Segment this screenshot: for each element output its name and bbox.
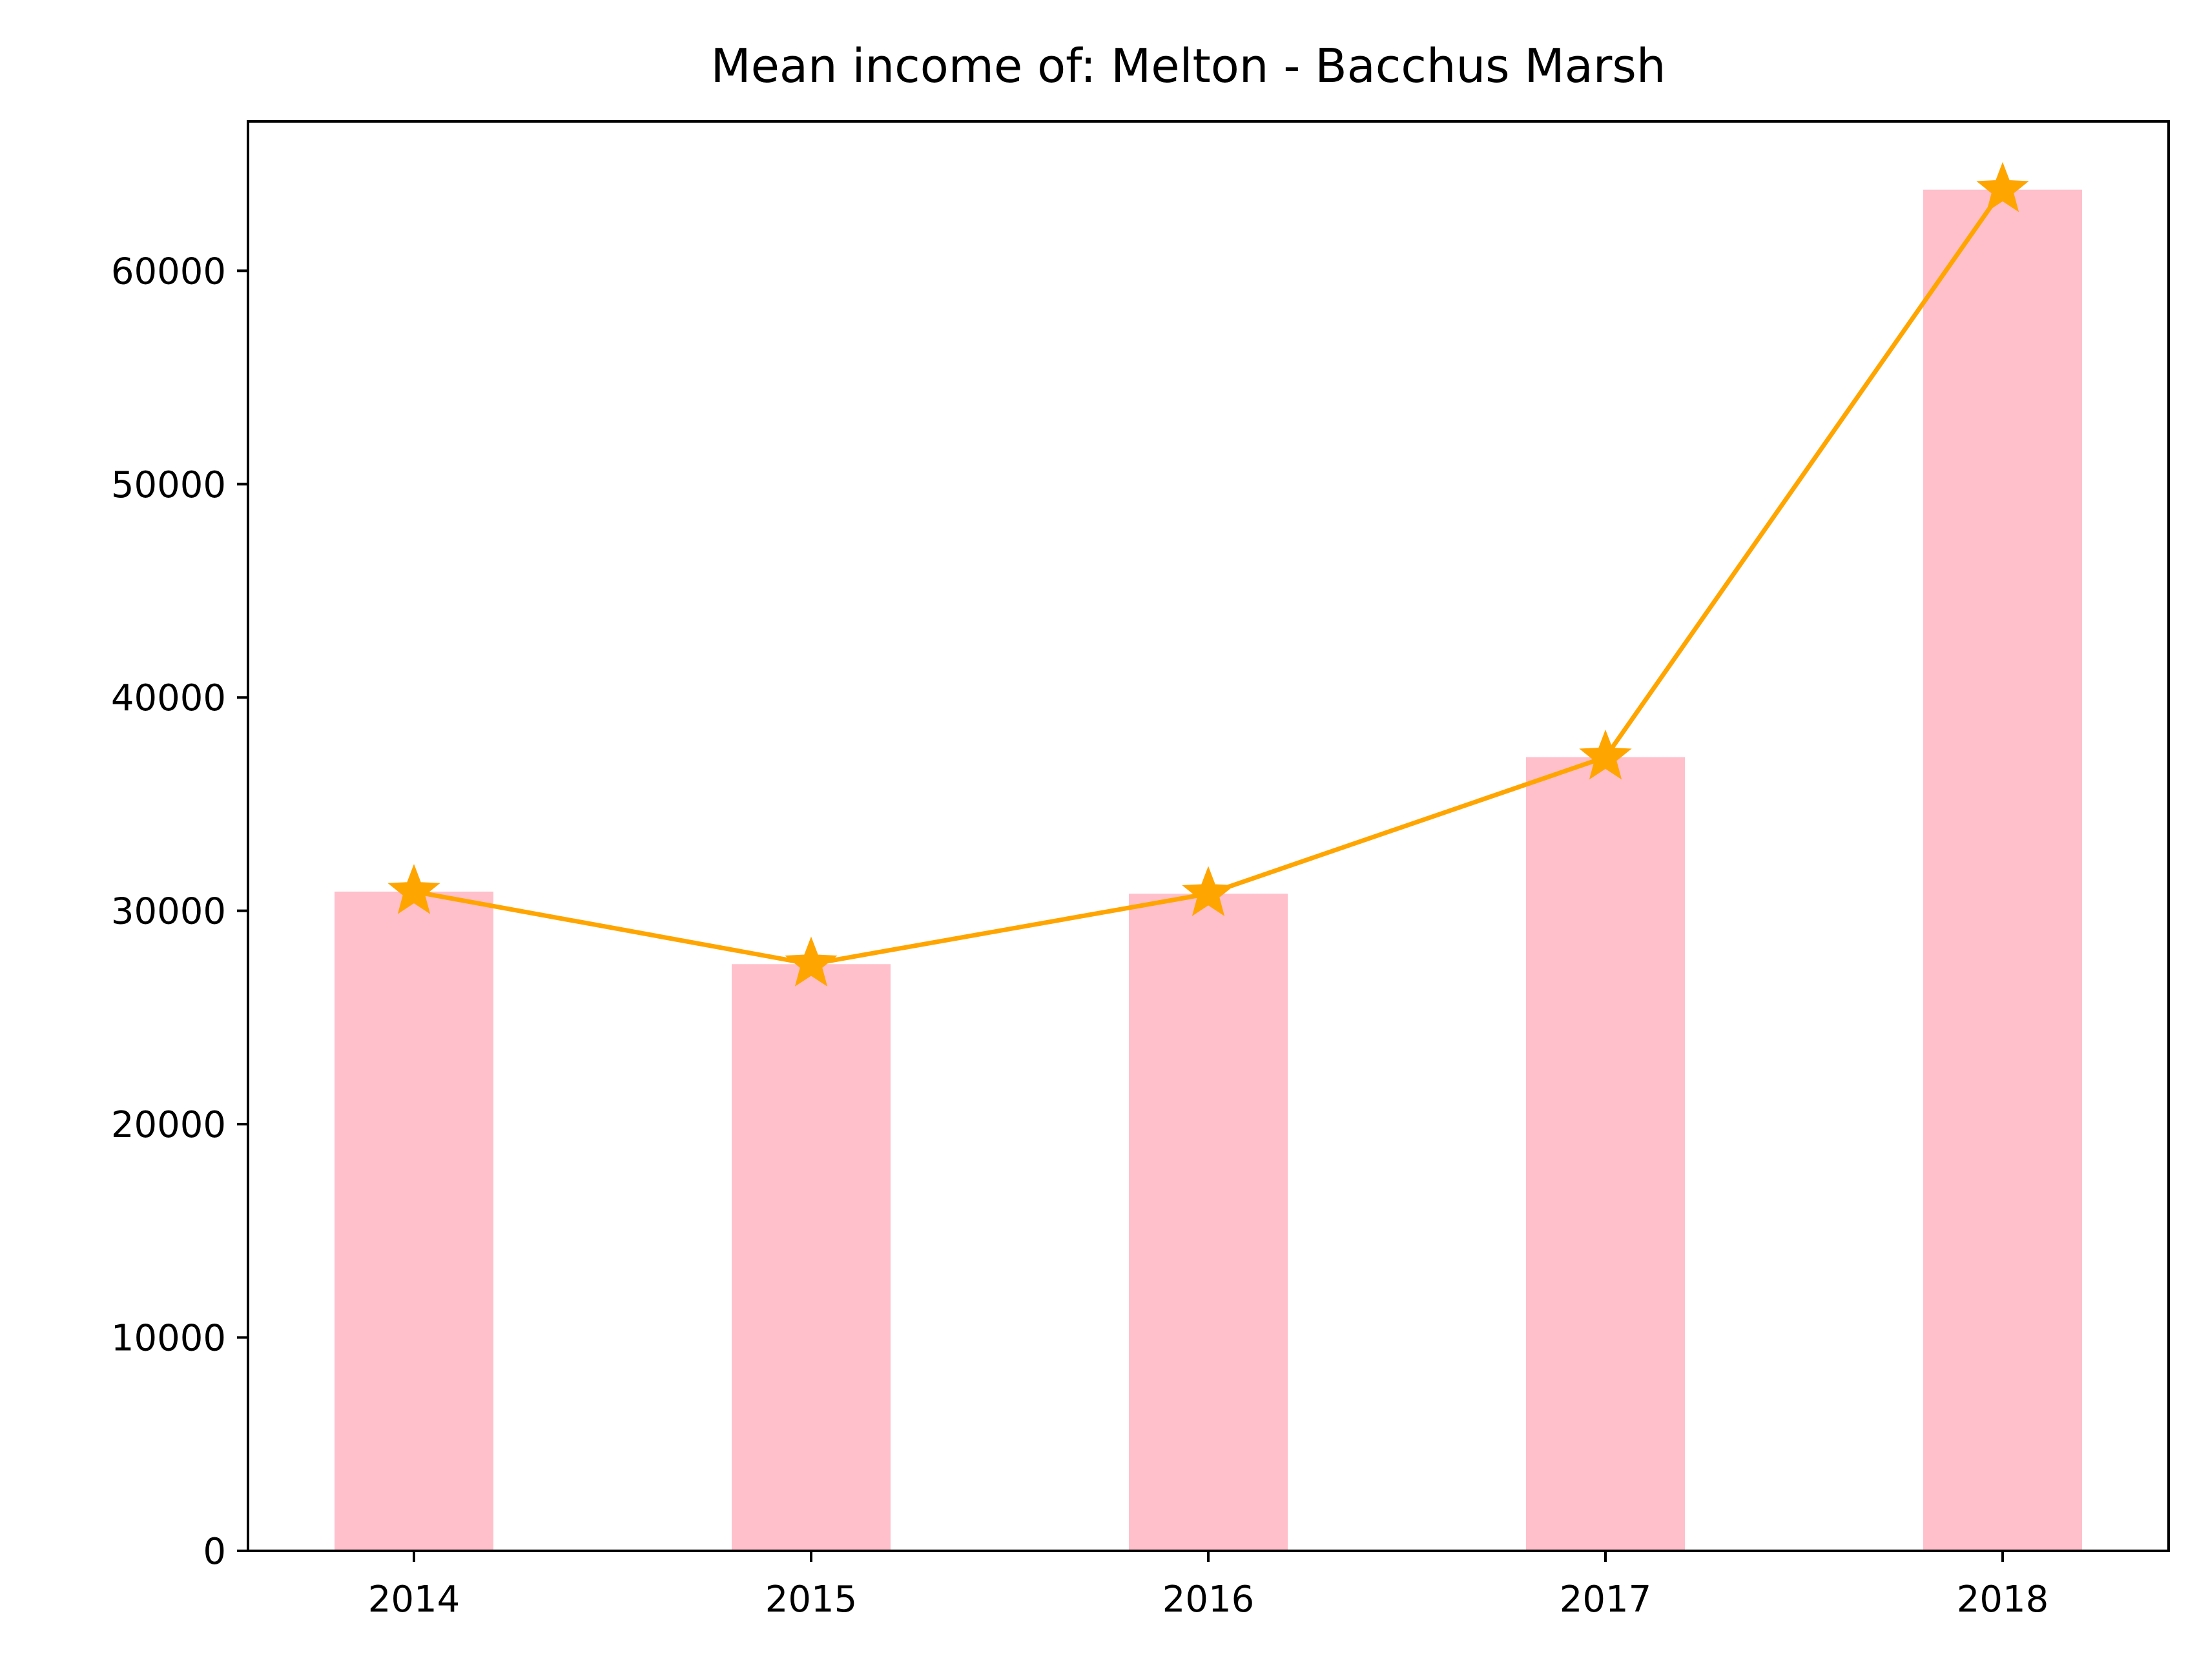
line-layer [387, 161, 2029, 987]
y-tick-label: 40000 [111, 677, 226, 719]
y-tick-label: 10000 [111, 1318, 226, 1360]
x-tick-label: 2015 [765, 1579, 858, 1621]
y-tick-label: 60000 [111, 251, 226, 292]
point-marker-2018 [1976, 161, 2029, 212]
bars-layer [335, 189, 2082, 1552]
x-tick-label: 2018 [1957, 1579, 2049, 1621]
point-marker-2017 [1579, 729, 1632, 780]
y-tick-label: 0 [203, 1531, 226, 1573]
x-tick-label: 2017 [1560, 1579, 1652, 1621]
y-tick-label: 50000 [111, 464, 226, 506]
bar-2014 [335, 891, 493, 1551]
bar-2015 [732, 964, 891, 1551]
y-tick-label: 30000 [111, 891, 226, 933]
bar-2017 [1526, 757, 1685, 1551]
series-line [413, 188, 2005, 967]
y-tick-label: 20000 [111, 1104, 226, 1146]
point-marker-2016 [1182, 866, 1235, 916]
axes-layer: 0 10000 20000 30000 40000 50000 60000 2014 2015 2… [111, 120, 2170, 1621]
x-tick-label: 2016 [1162, 1579, 1255, 1621]
point-marker-2014 [387, 864, 440, 914]
x-tick-label: 2014 [368, 1579, 460, 1621]
bar-2018 [1923, 189, 2082, 1552]
point-marker-2015 [785, 936, 838, 987]
bar-2016 [1129, 894, 1288, 1551]
chart-title: Mean income of: Melton - Bacchus Marsh [710, 39, 1666, 93]
